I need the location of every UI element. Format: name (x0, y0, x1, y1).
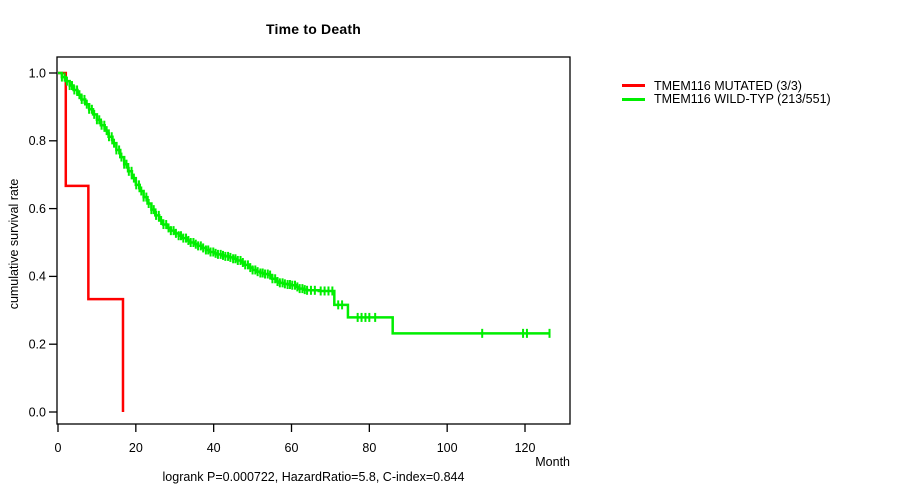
legend-line-green (622, 97, 645, 101)
legend-line-red (622, 84, 645, 88)
chart-title: Time to Death (266, 21, 361, 37)
x-tick-label: 80 (362, 441, 376, 455)
legend: TMEM116 MUTATED (3/3) TMEM116 WILD-TYP (… (622, 79, 831, 106)
legend-item-wildtype: TMEM116 WILD-TYP (213/551) (622, 92, 831, 107)
y-tick-label: 0.0 (29, 405, 46, 419)
x-tick-label: 100 (437, 441, 458, 455)
legend-label-wildtype: TMEM116 WILD-TYP (213/551) (654, 92, 831, 107)
x-tick-label: 20 (129, 441, 143, 455)
x-tick-label: 60 (285, 441, 299, 455)
plot-border (56, 56, 571, 425)
stats-annotation: logrank P=0.000722, HazardRatio=5.8, C-i… (162, 470, 465, 484)
y-tick-label: 0.2 (29, 338, 46, 352)
legend-item-mutated: TMEM116 MUTATED (3/3) (622, 79, 831, 93)
y-tick-label: 1.0 (29, 66, 46, 80)
x-tick-label: 120 (515, 441, 536, 455)
y-tick-label: 0.6 (29, 202, 46, 216)
x-axis-unit-label: Month (535, 455, 570, 469)
survival-curve-mutated (58, 71, 125, 412)
x-tick-label: 40 (207, 441, 221, 455)
x-tick-label: 0 (55, 441, 62, 455)
y-tick-label: 0.8 (29, 134, 46, 148)
legend-label-mutated: TMEM116 MUTATED (3/3) (654, 78, 802, 93)
y-tick-label: 0.4 (29, 270, 46, 284)
survival-curve-wildtype (58, 71, 551, 335)
